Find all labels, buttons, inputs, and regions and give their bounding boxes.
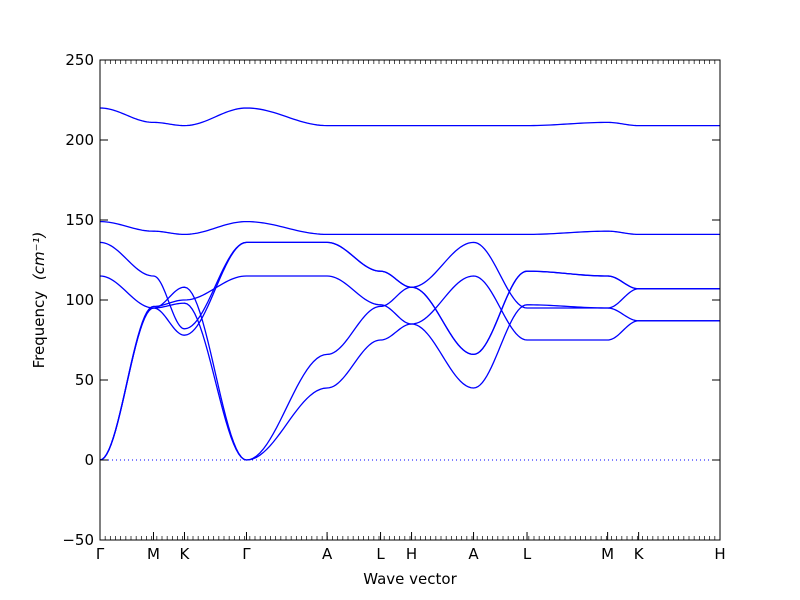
x-tick-label: K bbox=[180, 545, 191, 563]
x-tick-label: L bbox=[523, 545, 532, 563]
y-tick-label: 150 bbox=[65, 211, 94, 229]
y-axis-label-unit: (cm⁻¹) bbox=[30, 232, 48, 281]
y-tick-label: 100 bbox=[65, 291, 94, 309]
plot-frame bbox=[99, 59, 721, 541]
y-tick-label: 0 bbox=[84, 451, 94, 469]
x-tick-label: L bbox=[376, 545, 385, 563]
band-series-5 bbox=[99, 241, 720, 356]
y-axis-label: Frequency (cm⁻¹) bbox=[30, 232, 48, 369]
band-series-3 bbox=[99, 275, 720, 461]
y-tick-layer: −50 0 50 100 150 200 250 bbox=[62, 51, 720, 549]
plot-background bbox=[100, 60, 720, 540]
x-tick-label: A bbox=[468, 545, 479, 563]
band-series-2 bbox=[99, 241, 720, 461]
x-tick-label: M bbox=[601, 545, 614, 563]
x-tick-label: M bbox=[147, 545, 160, 563]
y-axis-label-text: Frequency bbox=[30, 291, 48, 369]
band-series-7 bbox=[99, 107, 720, 127]
y-tick-label: 250 bbox=[65, 51, 94, 69]
y-tick-label: 200 bbox=[65, 131, 94, 149]
band-series-1 bbox=[99, 275, 720, 461]
x-tick-label: Γ bbox=[96, 545, 105, 563]
x-tick-label: H bbox=[406, 545, 417, 563]
band-series-6 bbox=[99, 220, 720, 236]
y-tick-label: −50 bbox=[62, 531, 94, 549]
x-axis-label: Wave vector bbox=[363, 570, 457, 588]
series-layer bbox=[99, 107, 720, 461]
x-tick-label: Γ bbox=[242, 545, 251, 563]
x-tick-label: A bbox=[322, 545, 333, 563]
x-tick-label: K bbox=[634, 545, 645, 563]
x-tick-label: H bbox=[714, 545, 725, 563]
y-tick-label: 50 bbox=[75, 371, 94, 389]
